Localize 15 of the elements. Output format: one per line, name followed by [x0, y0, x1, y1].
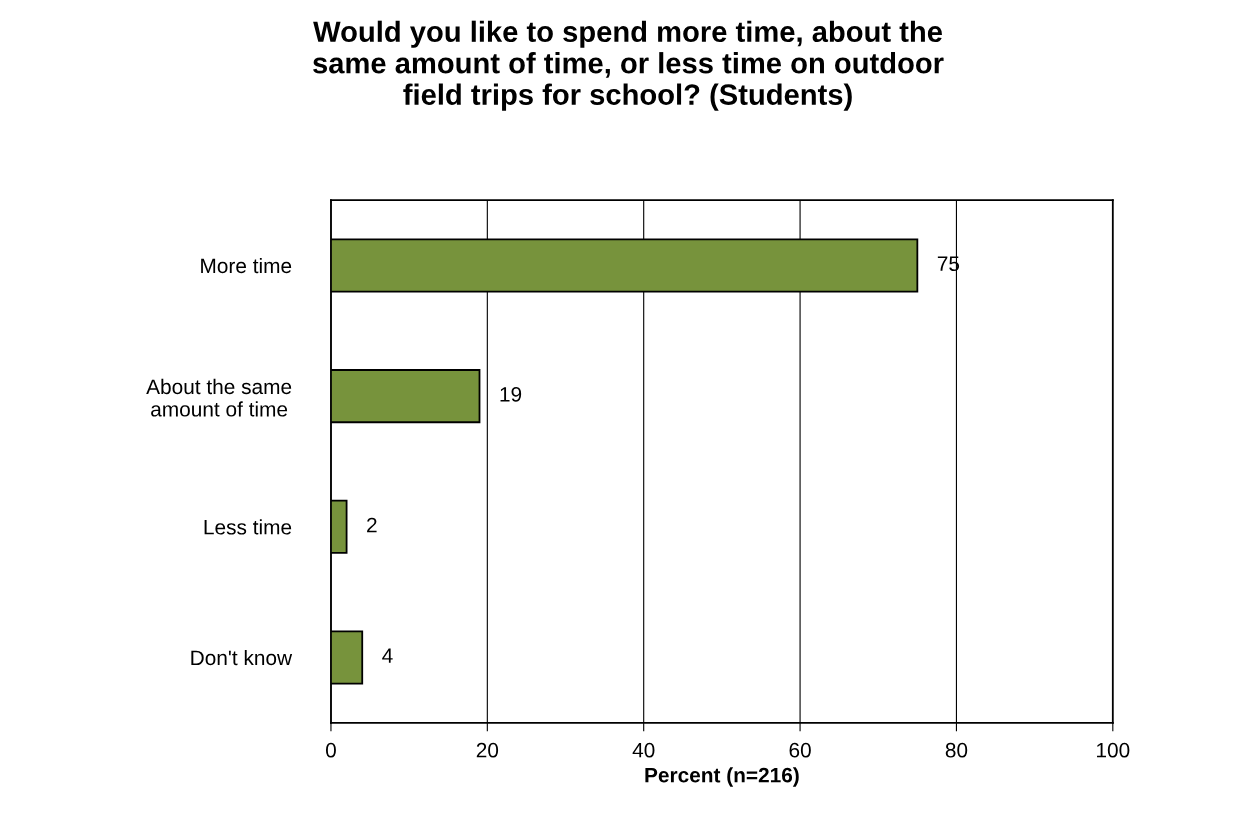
y-tick-label: Less time	[204, 519, 292, 535]
chart-title: Would you like to spend more time, about the same amount of time, or less time on outdoor field trips for school? (Students)	[313, 20, 944, 111]
x-tick-label: 20	[476, 742, 499, 758]
data-label: 4	[382, 648, 393, 663]
x-axis-title: Percent (n=216)	[645, 767, 799, 787]
y-tick-label: About the same amount of time	[146, 378, 292, 417]
x-tick-label: 40	[632, 742, 655, 758]
data-label: 19	[500, 386, 522, 402]
x-tick-label: 80	[945, 742, 968, 758]
x-tick-label: 100	[1097, 742, 1130, 758]
y-tick-label: Don't know	[191, 649, 293, 666]
x-tick-label: 0	[325, 742, 336, 758]
x-tick-label: 60	[789, 742, 811, 758]
data-label: 2	[367, 517, 377, 533]
y-tick-label: More time	[201, 257, 292, 274]
